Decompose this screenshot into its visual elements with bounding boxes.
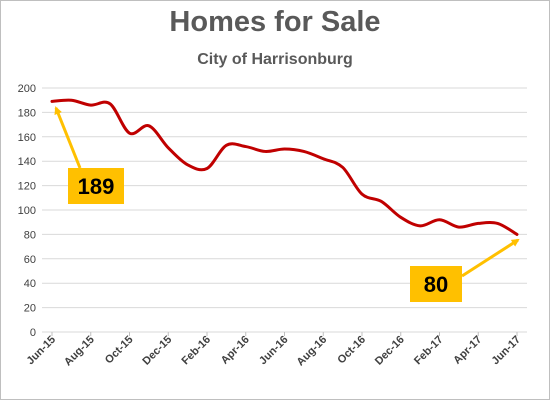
x-tick-label: Oct-16 xyxy=(335,334,368,367)
y-tick-label: 120 xyxy=(18,181,36,193)
x-tick-label: Dec-16 xyxy=(373,334,407,368)
y-tick-label: 100 xyxy=(18,205,36,217)
y-tick-label: 80 xyxy=(24,229,36,241)
x-tick-label: Oct-15 xyxy=(103,334,136,367)
y-tick-label: 160 xyxy=(18,132,36,144)
chart-subtitle: City of Harrisonburg xyxy=(197,51,353,68)
callout-arrow xyxy=(461,238,520,278)
series-line xyxy=(50,98,519,236)
x-tick-label: Aug-15 xyxy=(62,334,97,369)
y-tick-label: 140 xyxy=(18,156,36,168)
y-tick-label: 200 xyxy=(18,83,36,95)
callout-label: 189 xyxy=(78,174,115,199)
y-tick-label: 0 xyxy=(30,327,36,339)
y-tick-label: 180 xyxy=(18,107,36,119)
y-tick-label: 40 xyxy=(24,278,36,290)
y-tick-label: 60 xyxy=(24,254,36,266)
x-tick-label: Apr-17 xyxy=(451,334,484,367)
chart-title: Homes for Sale xyxy=(169,6,381,38)
x-tick-label: Feb-16 xyxy=(180,334,214,368)
callout-box xyxy=(410,266,462,302)
x-tick-label: Feb-17 xyxy=(412,334,446,368)
y-tick-label: 20 xyxy=(24,303,36,315)
callout-arrow xyxy=(54,106,82,169)
x-tick-label: Jun-17 xyxy=(490,334,524,368)
x-tick-label: Apr-16 xyxy=(219,334,252,367)
x-tick-label: Dec-15 xyxy=(140,334,174,368)
x-tick-label: Aug-16 xyxy=(295,334,330,369)
x-tick-label: Jun-16 xyxy=(257,334,291,368)
callout-box xyxy=(68,168,124,204)
callout-label: 80 xyxy=(424,272,448,297)
